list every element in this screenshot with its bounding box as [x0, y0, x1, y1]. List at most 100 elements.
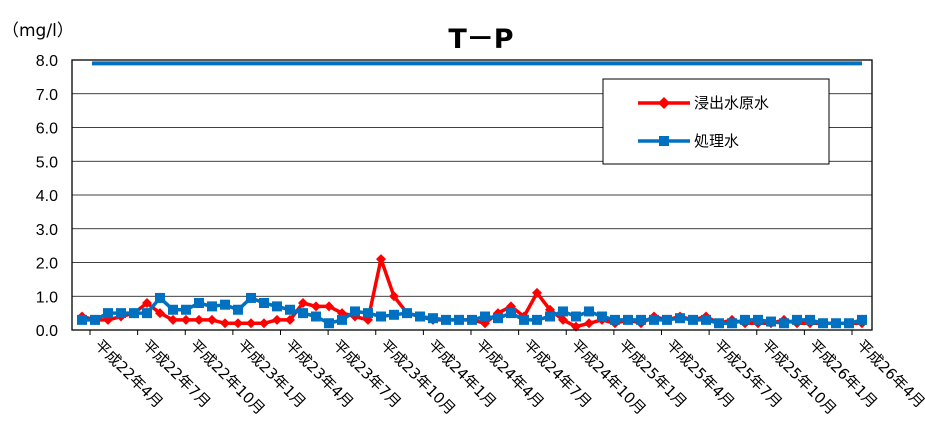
data-point-square: [623, 314, 633, 325]
data-point-square: [350, 306, 360, 317]
data-point-square: [493, 313, 503, 324]
data-point-square: [129, 308, 139, 319]
gridlines: [72, 59, 872, 297]
data-point-square: [233, 304, 243, 315]
chart-title: T－P: [448, 24, 513, 55]
data-point-square: [480, 311, 490, 322]
data-point-diamond: [376, 254, 386, 265]
data-point-square: [818, 318, 828, 329]
data-point-square: [415, 311, 425, 322]
data-point-square: [428, 313, 438, 324]
data-point-square: [753, 314, 763, 325]
data-point-square: [805, 314, 815, 325]
data-point-square: [545, 311, 555, 322]
data-point-square: [402, 308, 412, 319]
data-point-square: [207, 301, 217, 312]
data-point-square: [857, 314, 867, 325]
data-point-square: [298, 308, 308, 319]
data-point-diamond: [389, 291, 399, 302]
data-point-square: [90, 314, 100, 325]
data-point-square: [272, 301, 282, 312]
data-point-square: [740, 314, 750, 325]
y-tick-label: 5.0: [36, 154, 58, 171]
data-point-square: [441, 314, 451, 325]
data-point-square: [363, 308, 373, 319]
data-point-square: [194, 298, 204, 308]
y-tick-label: 3.0: [36, 222, 58, 239]
data-point-diamond: [259, 318, 269, 329]
data-point-square: [792, 314, 802, 325]
data-point-square: [389, 309, 399, 320]
data-point-square: [727, 318, 737, 329]
data-point-square: [259, 298, 269, 308]
data-point-square: [246, 292, 256, 303]
plot-area-frame: [71, 59, 873, 331]
data-point-square: [155, 292, 165, 303]
data-point-square: [285, 304, 295, 315]
data-point-square: [688, 314, 698, 325]
data-point-diamond: [285, 314, 295, 325]
data-point-square: [662, 314, 672, 325]
data-point-diamond: [298, 298, 308, 308]
legend-label-treated: 処理水: [694, 132, 739, 150]
data-point-diamond: [311, 301, 321, 312]
data-point-square: [454, 314, 464, 325]
data-point-square: [376, 311, 386, 322]
data-point-diamond: [584, 318, 594, 329]
data-point-diamond: [155, 308, 165, 319]
data-point-square: [168, 304, 178, 315]
data-point-square: [844, 318, 854, 329]
data-point-diamond: [207, 314, 217, 325]
data-point-diamond: [142, 298, 152, 308]
data-point-square: [779, 318, 789, 329]
data-point-diamond: [571, 321, 581, 332]
data-point-square: [311, 311, 321, 322]
data-point-square: [714, 318, 724, 329]
series-treated-water: [77, 292, 867, 329]
data-point-square: [142, 308, 152, 319]
data-point-square: [220, 299, 230, 310]
legend-box: [602, 78, 830, 165]
data-point-diamond: [324, 301, 334, 312]
data-point-square: [181, 304, 191, 315]
legend-marker-treated-square-icon: [659, 136, 669, 146]
data-point-square: [701, 314, 711, 325]
data-point-square: [77, 314, 87, 325]
data-point-square: [610, 314, 620, 325]
y-axis-ticks: 0.0 1.0 2.0 3.0 4.0 5.0 6.0 7.0 8.0: [36, 53, 58, 340]
data-point-square: [337, 314, 347, 325]
x-axis-ticks: 平成22年4月平成22年7月平成22年10月平成23年1月平成23年4月平成23…: [89, 330, 925, 418]
data-point-square: [558, 306, 568, 317]
data-point-diamond: [181, 314, 191, 325]
data-point-square: [116, 308, 126, 319]
data-point-square: [506, 308, 516, 319]
data-point-square: [467, 314, 477, 325]
legend-label-raw: 浸出水原水: [694, 94, 769, 112]
legend: 浸出水原水 処理水: [602, 78, 830, 165]
y-tick-label: 0.0: [36, 323, 58, 340]
data-point-square: [649, 314, 659, 325]
y-tick-label: 2.0: [36, 256, 58, 273]
data-point-square: [675, 313, 685, 324]
y-tick-label: 8.0: [36, 53, 58, 70]
data-point-diamond: [558, 314, 568, 325]
data-point-square: [584, 306, 594, 317]
data-point-diamond: [220, 318, 230, 329]
data-point-square: [831, 318, 841, 329]
data-point-diamond: [272, 314, 282, 325]
data-point-diamond: [233, 318, 243, 329]
data-point-diamond: [532, 287, 542, 298]
series-layer: [77, 61, 867, 332]
y-tick-label: 7.0: [36, 87, 58, 104]
data-point-diamond: [168, 314, 178, 325]
data-point-square: [636, 314, 646, 325]
y-tick-label: 1.0: [36, 289, 58, 306]
y-tick-label: 6.0: [36, 121, 58, 138]
y-axis-unit-label: （mg/l）: [2, 21, 74, 41]
data-point-diamond: [246, 318, 256, 329]
data-point-square: [766, 316, 776, 327]
y-tick-label: 4.0: [36, 188, 58, 205]
data-point-square: [532, 314, 542, 325]
data-point-square: [324, 318, 334, 329]
